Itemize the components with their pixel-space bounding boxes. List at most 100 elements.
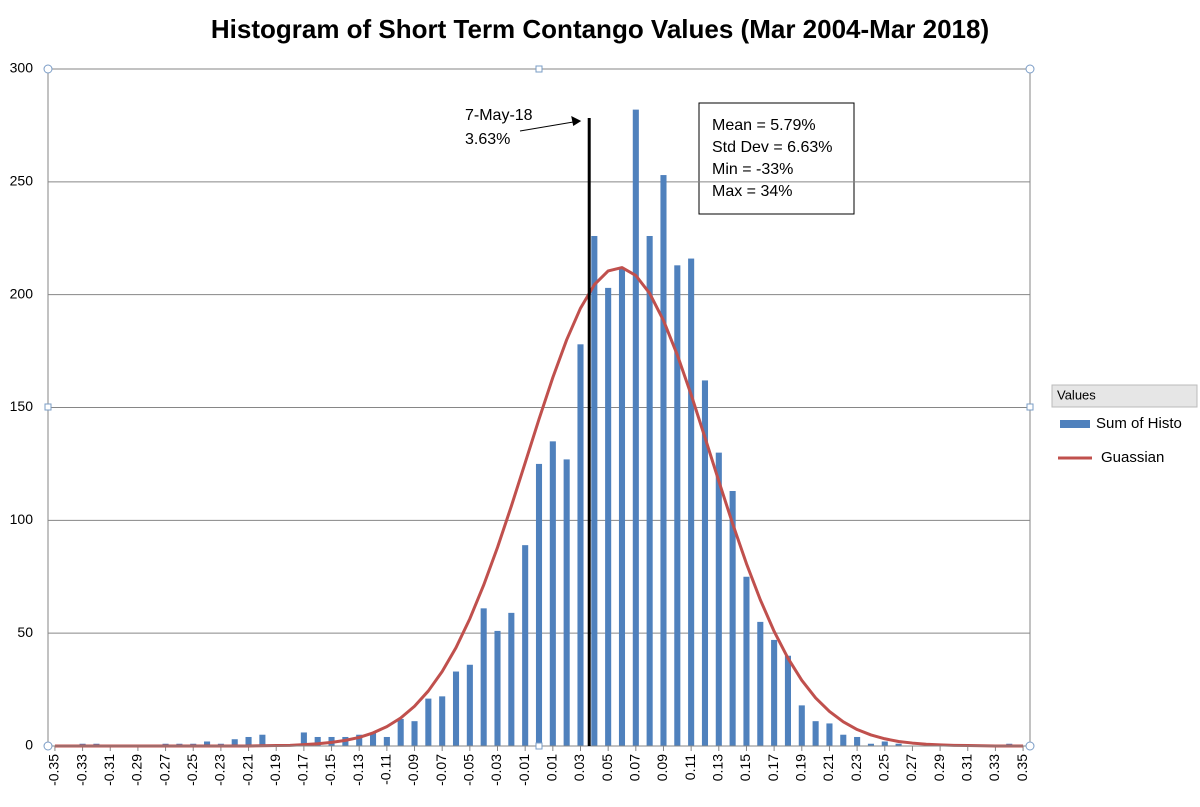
x-tick-label: -0.01 [516,754,532,786]
x-tick-label: -0.31 [101,754,117,786]
bar [411,721,418,746]
x-tick-label: 0.17 [765,754,781,781]
bar [674,265,681,746]
bar [618,267,626,746]
x-tick-label: -0.19 [267,754,283,786]
bar [646,235,653,746]
bar [784,655,792,746]
x-tick-label: -0.09 [405,754,421,786]
x-tick-label: 0.25 [875,754,891,781]
x-tick-label: -0.15 [322,754,338,786]
bar [757,621,764,746]
x-tick-label: 0.07 [627,754,643,781]
x-tick-label: 0.27 [903,754,919,781]
y-tick-label: 150 [10,398,34,414]
stats-box [698,102,855,215]
x-tick-label: -0.11 [378,754,394,785]
bar [771,639,778,746]
bar [854,736,861,746]
x-tick-label: -0.17 [295,754,311,786]
x-tick-label: -0.33 [73,754,89,786]
bar [826,723,833,746]
bar [522,545,529,746]
bar [245,736,252,746]
bar [798,705,805,746]
bar [425,698,432,746]
bar [591,235,598,746]
x-tick-label: 0.31 [958,754,974,781]
bar [466,664,473,746]
marker-date: 7-May-18 [465,107,533,124]
x-tick-label: 0.35 [1014,754,1030,781]
x-tick-label: 0.11 [682,754,698,780]
x-tick-label: -0.03 [488,754,504,786]
bar [688,258,695,746]
x-tick-label: 0.13 [710,754,726,781]
x-tick-label: -0.07 [433,754,449,786]
y-tick-label: 50 [17,624,33,640]
x-tick-label: -0.35 [46,754,62,786]
x-tick-label: -0.05 [461,754,477,786]
stats-line: Std Dev = 6.63% [712,139,833,156]
x-tick-label: 0.05 [599,754,615,781]
bar [743,576,750,746]
bar [549,441,556,746]
bar [563,459,570,746]
bar [632,109,639,747]
bar [895,743,902,746]
handle [43,741,53,751]
bar [605,287,612,746]
handle [535,742,543,750]
y-tick-label: 0 [25,737,33,753]
x-tick-label: -0.29 [129,754,145,786]
y-tick-label: 100 [10,511,34,527]
bar [439,696,446,746]
x-tick-label: 0.09 [654,754,670,781]
y-tick-label: 250 [10,173,34,189]
bar [812,721,819,746]
bar [383,736,390,746]
x-tick-label: 0.23 [848,754,864,781]
y-tick-label: 200 [10,285,34,301]
bar [577,344,584,746]
bar [356,734,363,746]
handle [1025,741,1035,751]
handle [535,65,543,73]
bar [204,741,211,746]
bar [259,734,266,746]
x-tick-label: 0.15 [737,754,753,781]
legend-title: Values [1057,387,1096,402]
x-tick-label: -0.25 [184,754,200,786]
x-tick-label: 0.03 [571,754,587,781]
handle [1026,403,1034,411]
marker-label: 3.63% [465,131,510,148]
x-tick-label: 0.33 [986,754,1002,781]
bar [729,490,736,746]
handle [44,403,52,411]
bar [715,452,722,746]
x-tick-label: -0.21 [239,754,255,786]
y-tick-label: 300 [10,60,34,76]
bar [231,739,238,746]
x-tick-label: -0.27 [156,754,172,786]
x-tick-label: 0.21 [820,754,836,781]
bar [508,612,515,746]
bar [701,380,709,746]
bar [840,734,847,746]
legend-header [1051,384,1198,408]
bar [452,671,460,746]
bar [660,175,667,746]
stats-line: Mean = 5.79% [712,117,816,134]
bar [535,463,543,746]
x-tick-label: 0.29 [931,754,947,781]
x-tick-label: 0.19 [792,754,808,781]
stats-line: Min = -33% [712,161,793,178]
marker-arrowhead [571,116,582,126]
bar [369,732,377,746]
handle [43,64,53,74]
legend-swatch [1060,420,1090,428]
bar [480,608,487,746]
